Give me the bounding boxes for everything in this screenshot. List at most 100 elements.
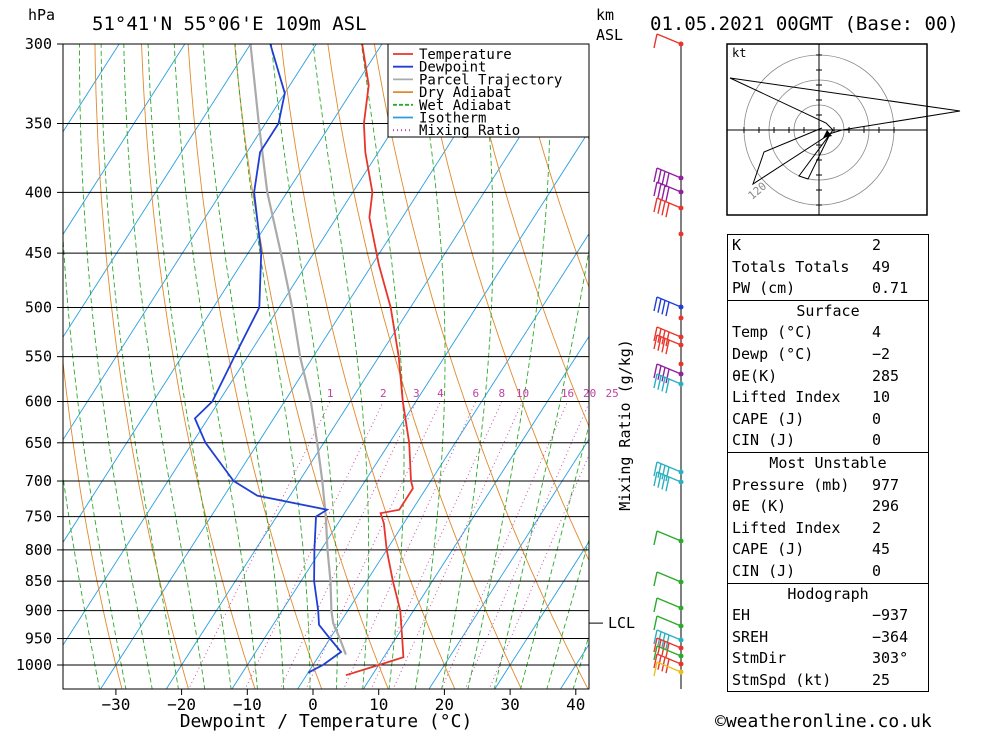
most-unstable-value: 2 bbox=[872, 518, 882, 537]
series-temperature bbox=[345, 44, 414, 677]
pressure-tick-label: 600 bbox=[25, 393, 52, 411]
surface-row: CAPE (J) 0 bbox=[728, 409, 928, 431]
pressure-axis: 300 350 400 450 500 550 600 650 700 750 800 850 900 9… bbox=[16, 35, 63, 674]
wet-adiabat-line bbox=[173, 44, 258, 689]
wind-barb-staff bbox=[656, 653, 682, 665]
temperature-axis: −30 −20 −10 0 10 20 30 40 bbox=[101, 689, 585, 714]
dry-adiabat-line bbox=[513, 44, 589, 289]
surface-row: Lifted Index 10 bbox=[728, 387, 928, 409]
series-parcel-trajectory bbox=[249, 44, 347, 655]
legend-entry: Dewpoint bbox=[419, 60, 486, 76]
dry-adiabat-line bbox=[187, 44, 323, 689]
surface-label: CAPE (J) bbox=[732, 409, 805, 428]
surface-value: 10 bbox=[872, 388, 891, 407]
legend-entry: Isotherm bbox=[419, 111, 486, 127]
most-unstable-row: CIN (J) 0 bbox=[728, 561, 928, 583]
wind-barb-feather bbox=[661, 338, 666, 353]
most-unstable-value: 977 bbox=[872, 475, 900, 494]
surface-label: θE(K) bbox=[732, 366, 778, 385]
wet-adiabat-line bbox=[467, 44, 551, 689]
surface-label: Temp (°C) bbox=[732, 323, 814, 342]
legend-entry: Wet Adiabat bbox=[419, 98, 512, 114]
most-unstable-value: 296 bbox=[872, 497, 900, 516]
hodograph-row: SREH −364 bbox=[728, 627, 928, 649]
mixing-ratio-line bbox=[305, 401, 441, 689]
hodograph-row: StmDir 303° bbox=[728, 648, 928, 670]
wind-level-dot bbox=[678, 315, 684, 321]
pressure-tick-label: 550 bbox=[25, 348, 52, 366]
surface-value: 0 bbox=[872, 431, 882, 450]
wind-barb-feather bbox=[653, 33, 658, 49]
mixing-ratio-label: 6 bbox=[473, 387, 480, 400]
wet-adiabat-line bbox=[520, 423, 589, 689]
legend-entry: Mixing Ratio bbox=[419, 123, 520, 139]
legend-entry: Parcel Trajectory bbox=[419, 72, 562, 88]
surface-row: CIN (J) 0 bbox=[728, 430, 928, 452]
copyright-footer: ©weatheronline.co.uk bbox=[715, 711, 932, 732]
wind-barb-feather bbox=[653, 653, 658, 669]
wind-barb-feather bbox=[653, 597, 658, 613]
km-label: km bbox=[596, 6, 614, 24]
hodograph-trace bbox=[729, 77, 961, 186]
isotherm-line bbox=[63, 44, 383, 544]
legend-entry: Dry Adiabat bbox=[419, 85, 512, 101]
mixing-ratio-label: 20 bbox=[583, 387, 596, 400]
surface-row: θE(K) 285 bbox=[728, 366, 928, 388]
wind-barb-feather bbox=[665, 202, 670, 218]
mixing-ratio-line bbox=[392, 401, 523, 689]
surface-value: 4 bbox=[872, 323, 882, 342]
datetime-title: 01.05.2021 00GMT (Base: 00) bbox=[650, 13, 959, 35]
wind-barb-feather bbox=[657, 298, 662, 313]
wind-barb-staff bbox=[656, 33, 682, 45]
index-row: Totals Totals 49 bbox=[728, 257, 928, 279]
mixing-ratio-line bbox=[441, 401, 569, 689]
hodograph-value: 25 bbox=[872, 670, 891, 689]
wind-barb-feather bbox=[665, 172, 670, 188]
most-unstable-label: Lifted Index bbox=[732, 518, 841, 537]
pressure-tick-label: 850 bbox=[25, 572, 52, 590]
wind-barb-staff bbox=[656, 530, 682, 542]
index-label: Totals Totals bbox=[732, 257, 850, 276]
isotherm-line bbox=[63, 44, 317, 441]
temperature-tick-label: −30 bbox=[101, 695, 130, 714]
mixing-ratio-label: 3 bbox=[413, 387, 420, 400]
hodograph-label: EH bbox=[732, 606, 751, 625]
index-value: 49 bbox=[872, 257, 891, 276]
wet-adiabat-line bbox=[234, 44, 311, 689]
wind-barb-feather bbox=[657, 199, 662, 214]
mixing-ratio-line bbox=[343, 401, 477, 689]
wind-barb-feather bbox=[657, 336, 662, 351]
legend-box bbox=[387, 43, 590, 138]
wind-barb-feather bbox=[653, 661, 658, 677]
indices-panel: K 2 Totals Totals 49 PW (cm) 0.71 Surface Tem… bbox=[727, 234, 929, 693]
surface-title: Surface bbox=[728, 299, 928, 323]
profile-curves bbox=[193, 44, 414, 677]
wind-barb-feather bbox=[653, 197, 658, 213]
most-unstable-row: Pressure (mb) 977 bbox=[728, 475, 928, 497]
wind-barb-feather bbox=[661, 300, 666, 315]
wind-barb-feather bbox=[653, 363, 658, 379]
isotherm-line bbox=[494, 540, 589, 689]
wind-barb-column bbox=[653, 33, 684, 689]
temperature-tick-label: 20 bbox=[435, 695, 454, 714]
wind-level-dot bbox=[678, 361, 684, 367]
wind-barb-feather bbox=[661, 377, 666, 392]
surface-row: Temp (°C) 4 bbox=[728, 322, 928, 344]
most-unstable-row: CAPE (J) 45 bbox=[728, 539, 928, 561]
wind-barb-staff bbox=[656, 637, 682, 649]
isotherm-line bbox=[297, 232, 589, 689]
pressure-tick-label: 950 bbox=[25, 630, 52, 648]
wind-barb-staff bbox=[656, 373, 682, 385]
most-unstable-label: CAPE (J) bbox=[732, 540, 805, 559]
wet-adiabat-line bbox=[312, 44, 370, 689]
wind-barb-feather bbox=[661, 465, 666, 480]
most-unstable-label: Pressure (mb) bbox=[732, 475, 850, 494]
isotherm-line bbox=[231, 130, 589, 689]
wind-barb-staff bbox=[656, 167, 682, 179]
surface-label: CIN (J) bbox=[732, 431, 796, 450]
x-axis-label: Dewpoint / Temperature (°C) bbox=[180, 711, 473, 732]
mixing-ratio-label: 4 bbox=[437, 387, 444, 400]
wind-barb-feather bbox=[661, 475, 666, 490]
